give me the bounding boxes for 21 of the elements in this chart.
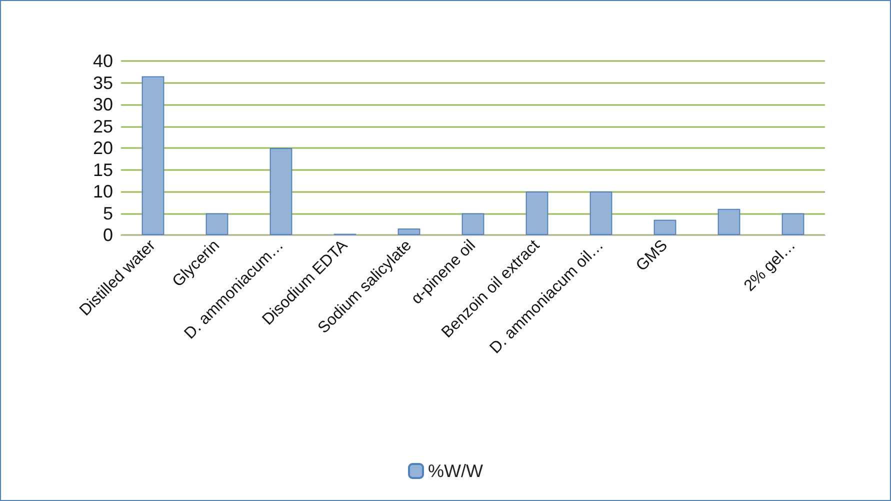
y-tick-label: 30 — [92, 94, 113, 114]
y-tick-label: 0 — [102, 225, 113, 245]
bar — [654, 220, 676, 235]
bar — [782, 213, 804, 235]
y-tick-label: 35 — [92, 72, 113, 93]
y-tick-label: 20 — [92, 138, 113, 158]
bar — [462, 213, 484, 235]
bar — [270, 148, 292, 235]
y-tick-label: 5 — [102, 203, 113, 224]
bar — [206, 213, 228, 235]
bar — [142, 76, 164, 235]
bar — [590, 192, 612, 235]
y-tick-label: 10 — [92, 182, 113, 202]
x-tick-label: 2% gel… — [741, 236, 800, 295]
y-tick-label: 40 — [92, 51, 113, 71]
y-tick-label: 15 — [92, 160, 113, 180]
legend-label: %W/W — [428, 461, 484, 481]
bar — [718, 208, 740, 235]
y-tick-label: 25 — [92, 116, 113, 136]
bar — [398, 228, 420, 235]
bar — [526, 192, 548, 235]
